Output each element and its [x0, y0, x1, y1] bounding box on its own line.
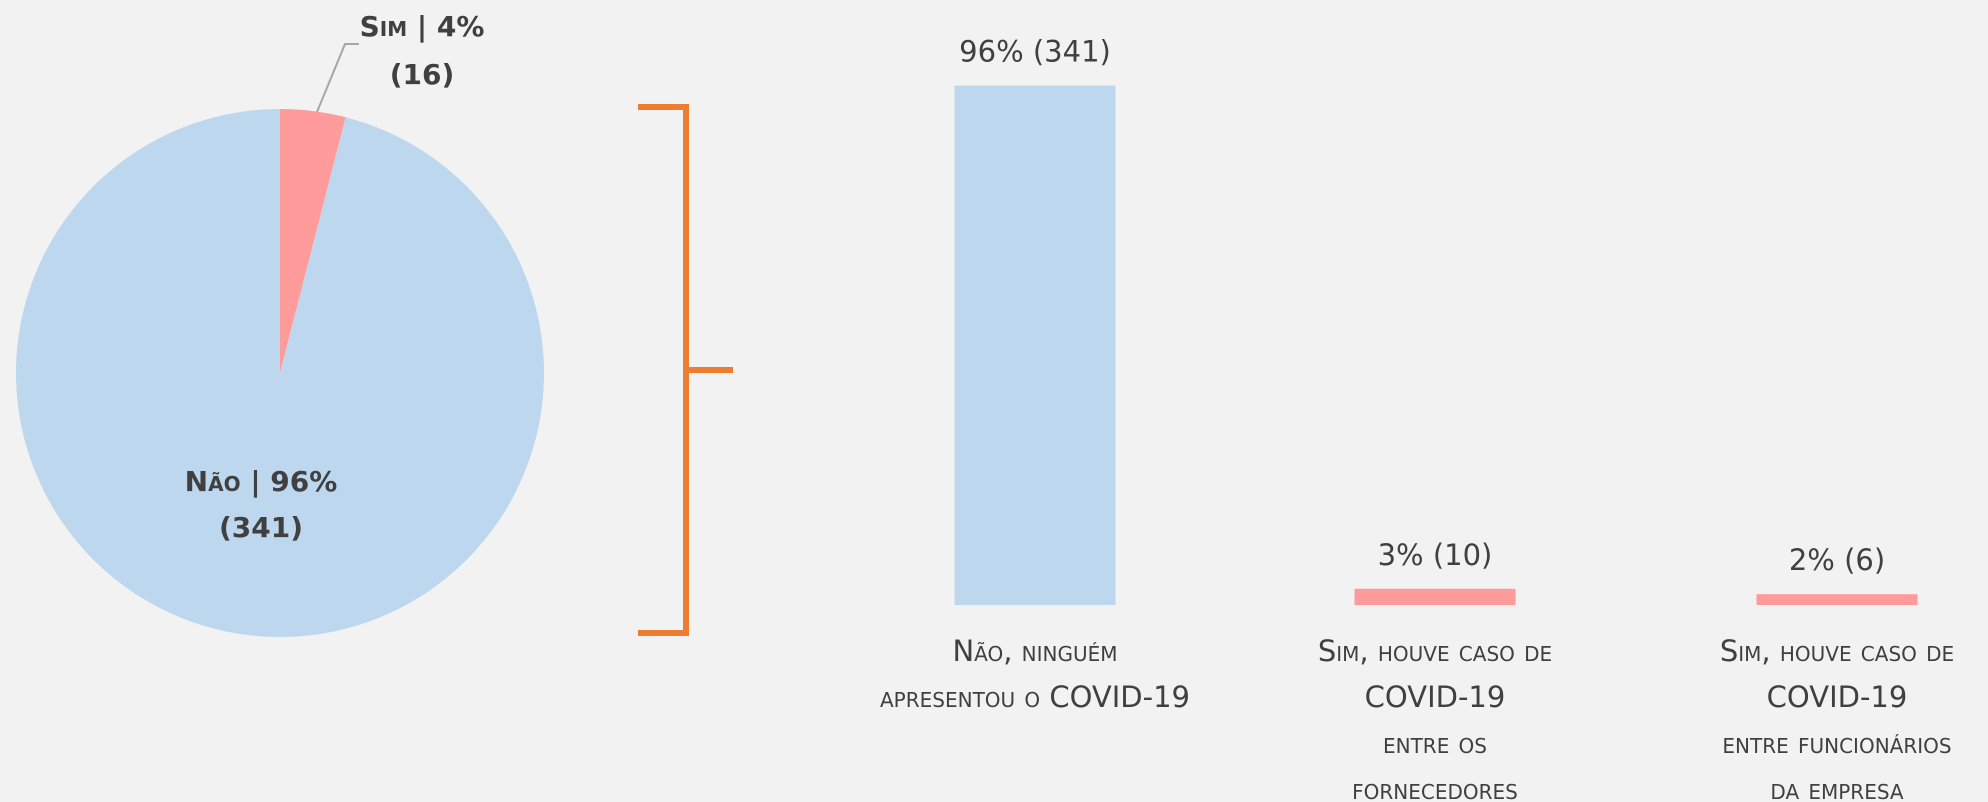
- bar: [1756, 594, 1918, 605]
- value-label: 2% (6): [1789, 543, 1885, 577]
- pie-slice: [15, 109, 545, 637]
- category-label: fornecedores: [1352, 772, 1518, 802]
- value-label: 3% (10): [1378, 538, 1493, 572]
- category-label: apresentou o COVID-19: [880, 680, 1190, 714]
- category-label: entre os: [1383, 726, 1487, 760]
- category-label: Sim, houve caso de: [1318, 634, 1552, 668]
- slice-label: Não | 96%: [185, 465, 338, 498]
- slice-label: Sim | 4%: [360, 10, 485, 43]
- leader-line: [316, 43, 359, 113]
- bar: [954, 85, 1116, 605]
- category-label: COVID-19: [1767, 680, 1908, 714]
- slice-count: (16): [390, 58, 455, 91]
- value-label: 96% (341): [959, 35, 1111, 69]
- category-label: da empresa: [1770, 772, 1904, 802]
- category-label: entre funcionários: [1722, 726, 1951, 760]
- category-label: Sim, houve caso de: [1720, 634, 1954, 668]
- pie-slice: [280, 109, 346, 373]
- slice-count: (341): [219, 511, 303, 544]
- bar: [1354, 588, 1516, 605]
- category-label: Não, ninguém: [952, 634, 1117, 668]
- category-label: COVID-19: [1365, 680, 1506, 714]
